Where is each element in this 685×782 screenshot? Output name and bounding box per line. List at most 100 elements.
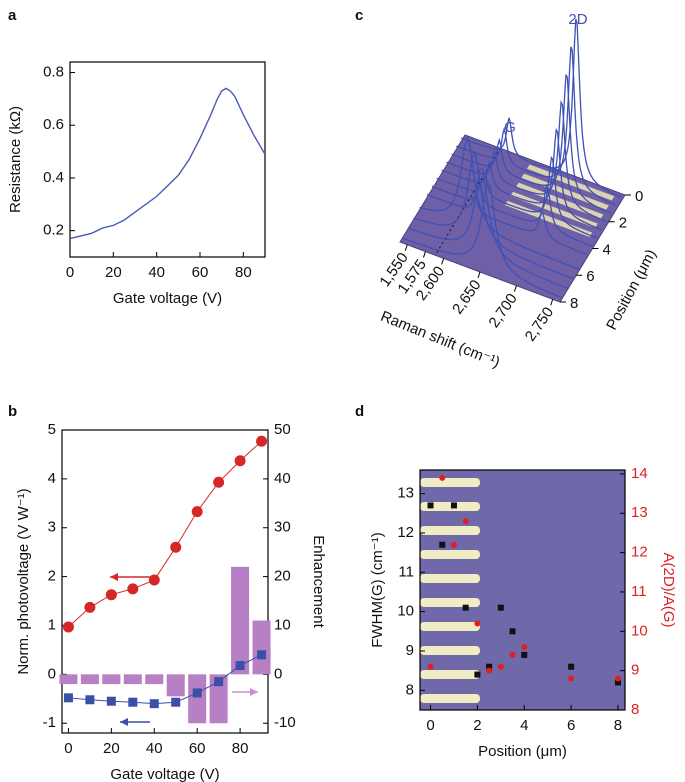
x-tick-label: 20 <box>103 740 120 757</box>
square-point <box>568 663 575 670</box>
square-point <box>486 663 493 670</box>
bar <box>209 674 228 724</box>
spectrum <box>431 182 593 247</box>
bar <box>80 674 99 685</box>
arrow-head <box>110 573 118 581</box>
square-point <box>450 502 457 509</box>
x-axis-label: Raman shift (cm⁻¹) <box>378 308 502 371</box>
y-tick-label: 6 <box>586 268 594 285</box>
bar <box>166 674 185 697</box>
y-tick-label: 11 <box>398 563 414 580</box>
circle-point <box>486 667 493 674</box>
circle-marker <box>191 506 203 518</box>
square-marker <box>149 699 159 709</box>
arrow-head <box>250 688 258 696</box>
y2-tick-label: -10 <box>274 714 296 731</box>
x-tick-label: 2,650 <box>449 277 484 318</box>
y-tick-label: 3 <box>48 519 56 536</box>
x-tick-label: 40 <box>146 740 163 757</box>
y2-tick-label: 0 <box>274 665 282 682</box>
x-tick-label: 80 <box>232 740 249 757</box>
y-tick-label: 4 <box>48 470 56 487</box>
x-tick-label: 40 <box>148 264 165 281</box>
y-axis-label: Position (μm) <box>603 247 660 333</box>
peak-label: 2D <box>568 11 587 28</box>
y2-tick-label: 40 <box>274 470 291 487</box>
panel-label: b <box>8 403 17 420</box>
square-marker <box>214 677 224 687</box>
y-tick-label: 8 <box>406 681 414 698</box>
stripe <box>420 478 480 487</box>
peak-label: G <box>504 119 516 136</box>
circle-point <box>614 675 621 682</box>
y-tick-label: 0 <box>48 665 56 682</box>
panel-d-background <box>420 470 625 710</box>
square-marker <box>106 696 116 706</box>
bar <box>231 566 250 675</box>
y-axis-label: FWHM(G) (cm⁻¹) <box>369 532 386 647</box>
y2-tick-label: 8 <box>631 701 639 718</box>
x-axis-label: Gate voltage (V) <box>113 290 222 307</box>
y2-tick-label: 30 <box>274 519 291 536</box>
circle-point <box>462 518 469 525</box>
y-tick-label: 2 <box>619 215 627 232</box>
y2-tick-label: 13 <box>631 504 648 521</box>
x-tick-label: 2,700 <box>485 290 520 331</box>
y-tick-label: 2 <box>48 568 56 585</box>
circle-point <box>509 651 516 658</box>
bar <box>188 674 207 724</box>
x-tick <box>404 244 408 251</box>
bar <box>145 674 164 685</box>
square-point <box>509 628 516 635</box>
stripe <box>420 622 480 631</box>
square-point <box>462 604 469 611</box>
x-tick-label: 80 <box>235 264 252 281</box>
square-marker <box>63 693 73 703</box>
circle-marker <box>170 541 182 553</box>
spectrum-front <box>401 180 563 299</box>
panel-label: a <box>8 7 17 24</box>
square-marker <box>171 697 181 707</box>
x-tick-label: 20 <box>105 264 122 281</box>
stripe <box>420 598 480 607</box>
circle-point <box>474 620 481 627</box>
circle-marker <box>148 574 160 586</box>
circle-point <box>450 541 457 548</box>
stripe <box>420 574 480 583</box>
x-tick <box>441 258 445 265</box>
y-tick-label: 13 <box>397 485 414 502</box>
x-axis-label: Gate voltage (V) <box>110 766 219 782</box>
y2-tick-label: 20 <box>274 568 291 585</box>
y-tick-label: 4 <box>603 241 611 258</box>
y-tick-label: 0.8 <box>43 64 64 81</box>
y-tick-label: 10 <box>397 603 414 620</box>
floor-stripe <box>510 191 598 228</box>
bar <box>59 674 78 685</box>
circle-marker <box>256 435 268 447</box>
floor-stripe <box>504 200 593 237</box>
y-tick-label: 12 <box>397 524 414 541</box>
spectrum <box>451 74 612 215</box>
stripe <box>420 670 480 679</box>
series-line <box>68 654 262 705</box>
stripe <box>420 550 480 559</box>
spectrum <box>460 18 622 198</box>
x-tick <box>513 285 517 292</box>
x-tick-label: 2,750 <box>522 304 557 345</box>
series-line <box>68 440 262 628</box>
bar <box>123 674 142 685</box>
y-tick-label: 0 <box>635 188 643 205</box>
y-axis-label: Resistance (kΩ) <box>7 106 24 213</box>
x-tick-label: 60 <box>189 740 206 757</box>
circle-marker <box>127 583 139 595</box>
data-line <box>69 87 266 240</box>
plot-frame <box>61 429 269 734</box>
y2-tick-label: 10 <box>631 622 648 639</box>
x-tick-label: 2 <box>473 717 481 734</box>
y-tick-label: 0.4 <box>43 169 64 186</box>
y-tick-label: 0.2 <box>43 222 64 239</box>
circle-marker <box>105 589 117 601</box>
x-tick-label: 0 <box>66 264 74 281</box>
plot-frame <box>69 61 266 258</box>
